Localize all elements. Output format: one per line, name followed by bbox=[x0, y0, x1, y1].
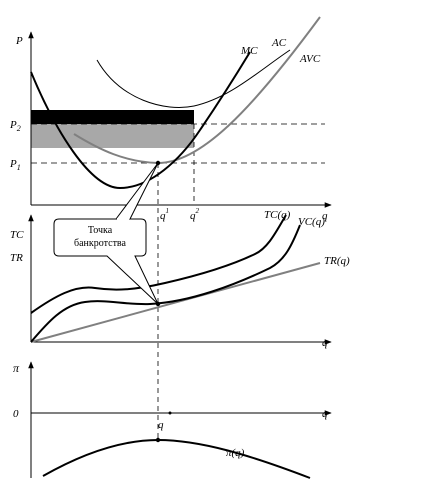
profit-curve-label: π(q) bbox=[226, 447, 245, 459]
zero-label: 0 bbox=[13, 408, 19, 420]
tr-label: TR(q) bbox=[324, 255, 350, 267]
top-y-axis-label: P bbox=[15, 35, 23, 47]
vc-label: VC(q) bbox=[298, 216, 325, 228]
avc-label: AVC bbox=[299, 53, 321, 65]
profit-max-point bbox=[155, 437, 161, 443]
profit-curve bbox=[42, 438, 311, 479]
mc-label: MC bbox=[240, 45, 258, 57]
p1-label: P1 bbox=[9, 158, 21, 172]
bottom-panel: π 0 q q π(q) bbox=[13, 361, 332, 479]
middle-y-label-tr: TR bbox=[10, 252, 23, 264]
tr-line bbox=[30, 262, 321, 343]
callout-line-1: Точка bbox=[88, 225, 113, 236]
bottom-x-axis-label: q bbox=[322, 408, 328, 420]
top-x-axis-label: q bbox=[322, 210, 328, 222]
callout-pointer-top bbox=[115, 162, 159, 220]
loss-area-gray bbox=[31, 124, 194, 148]
loss-area-black bbox=[31, 110, 194, 124]
tc-label: TC(q) bbox=[264, 209, 291, 221]
mc-curve bbox=[30, 51, 251, 190]
ac-curve bbox=[96, 49, 291, 108]
middle-panel: TC TR q TC(q) VC(q) TR(q) bbox=[10, 209, 350, 349]
middle-x-axis-label: q bbox=[322, 337, 328, 349]
bankruptcy-callout: Точка банкротства bbox=[53, 162, 159, 305]
bottom-q-label: q bbox=[158, 419, 164, 431]
top-panel: P q P2 P1 MC AC AVC q1 q2 bbox=[9, 16, 332, 222]
vc-curve bbox=[30, 224, 301, 343]
callout-bubble bbox=[53, 218, 159, 305]
q2-label: q2 bbox=[190, 207, 200, 222]
q1-label: q1 bbox=[160, 207, 169, 222]
callout-line-2: банкротства bbox=[74, 238, 126, 249]
ac-label: AC bbox=[271, 37, 287, 49]
tc-curve bbox=[30, 214, 287, 314]
middle-y-label-tc: TC bbox=[10, 229, 24, 241]
bottom-q-dot bbox=[168, 411, 172, 415]
bottom-y-axis-label: π bbox=[13, 361, 20, 375]
p2-label: P2 bbox=[9, 119, 21, 133]
